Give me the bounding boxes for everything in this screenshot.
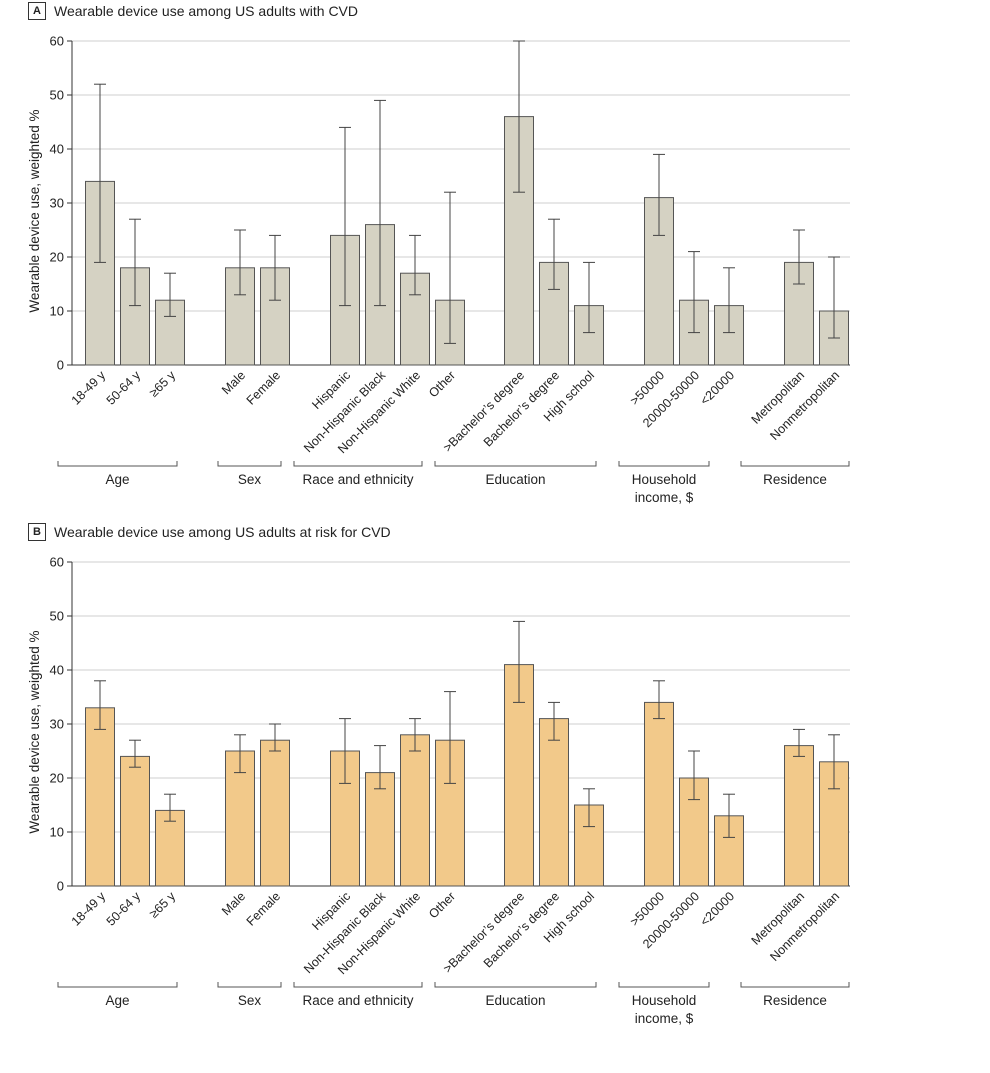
group-label-race-and-ethnicity: Race and ethnicity <box>302 472 413 487</box>
group-bracket-sex <box>217 982 282 988</box>
bar-male <box>225 267 255 366</box>
bar-65-y <box>155 809 185 887</box>
y-tick-label: 20 <box>50 771 64 786</box>
category-label-20000: <20000 <box>697 889 737 929</box>
chart-a: 0 10 20 30 40 50 60 Wearable device use, weight… <box>27 34 850 505</box>
group-label-residence: Residence <box>763 993 827 1008</box>
y-axis-title: Wearable device use, weighted % <box>27 109 42 312</box>
category-label-65-y: ≥65 y <box>147 368 179 400</box>
group-bracket-household-income <box>618 982 710 988</box>
bar-male <box>225 750 255 887</box>
group-bracket-sex <box>217 461 282 467</box>
category-label-male: Male <box>219 368 248 397</box>
y-tick-label: 50 <box>50 88 64 103</box>
y-tick-label: 10 <box>50 825 64 840</box>
chart-b: 0 10 20 30 40 50 60 Wearable device use, weight… <box>27 555 850 1026</box>
group-bracket-household-income <box>618 461 710 467</box>
category-label-female: Female <box>244 889 283 928</box>
group-bracket-education <box>434 982 597 988</box>
group-label-household-income: Household income, $ <box>632 993 697 1026</box>
group-label-age: Age <box>105 472 129 487</box>
group-label-household-income: Household income, $ <box>632 472 697 505</box>
y-tick-label: 20 <box>50 250 64 265</box>
panel-b-letter: B <box>28 523 46 541</box>
group-bracket-race-and-ethnicity <box>293 461 423 467</box>
group-label-education: Education <box>485 993 545 1008</box>
y-tick-label: 40 <box>50 663 64 678</box>
y-tick-label: 0 <box>57 358 64 373</box>
group-bracket-age <box>57 982 178 988</box>
bar-female <box>260 739 290 887</box>
category-label-50-64-y: 50-64 y <box>104 889 144 929</box>
panel-a-header: A Wearable device use among US adults wi… <box>28 2 358 20</box>
group-label-education: Education <box>485 472 545 487</box>
bar-non-hispanic-white <box>400 734 430 887</box>
bar-hispanic <box>330 750 360 887</box>
y-tick-label: 30 <box>50 196 64 211</box>
category-label-other: Other <box>426 889 458 921</box>
y-tick-label: 40 <box>50 142 64 157</box>
group-bracket-residence <box>740 982 850 988</box>
y-tick-label: 50 <box>50 609 64 624</box>
bar-bachelor-s-degree <box>539 718 569 887</box>
group-bracket-race-and-ethnicity <box>293 982 423 988</box>
panel-a-title: Wearable device use among US adults with… <box>54 3 359 19</box>
y-axis-title: Wearable device use, weighted % <box>27 630 42 833</box>
bar-50000 <box>644 701 674 887</box>
category-label-20000: <20000 <box>697 368 737 408</box>
bar-65-y <box>155 299 185 366</box>
category-label-other: Other <box>426 368 458 400</box>
category-label-female: Female <box>244 368 283 407</box>
category-label-18-49-y: 18-49 y <box>69 368 109 408</box>
y-tick-label: 0 <box>57 879 64 894</box>
group-bracket-residence <box>740 461 850 467</box>
bar-50-64-y <box>120 755 150 887</box>
category-label-65-y: ≥65 y <box>147 889 179 921</box>
y-tick-label: 10 <box>50 304 64 319</box>
category-label-18-49-y: 18-49 y <box>69 889 109 929</box>
panel-b-title: Wearable device use among US adults at r… <box>54 524 391 540</box>
group-label-sex: Sex <box>238 472 262 487</box>
group-label-residence: Residence <box>763 472 827 487</box>
category-label-male: Male <box>219 889 248 918</box>
group-bracket-age <box>57 461 178 467</box>
group-label-age: Age <box>105 993 129 1008</box>
group-label-race-and-ethnicity: Race and ethnicity <box>302 993 413 1008</box>
group-label-sex: Sex <box>238 993 262 1008</box>
bar-non-hispanic-black <box>365 772 395 887</box>
category-label-50-64-y: 50-64 y <box>104 368 144 408</box>
panel-b-header: B Wearable device use among US adults at… <box>28 523 391 541</box>
y-tick-label: 60 <box>50 555 64 570</box>
bar-18-49-y <box>85 707 115 887</box>
panel-a-letter: A <box>28 2 46 20</box>
bar-metropolitan <box>784 745 814 887</box>
y-tick-label: 30 <box>50 717 64 732</box>
y-tick-label: 60 <box>50 34 64 49</box>
group-bracket-education <box>434 461 597 467</box>
